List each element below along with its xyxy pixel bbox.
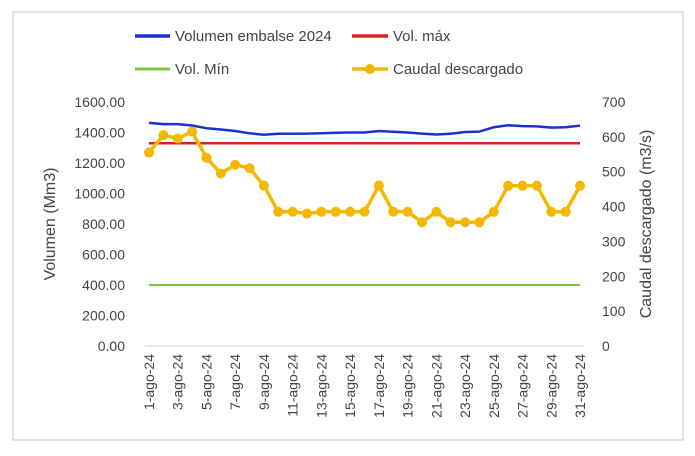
data-point-caudal [531, 180, 542, 191]
legend-label-caudal: Caudal descargado [393, 61, 523, 78]
x-tick-label: 11-ago-24 [285, 354, 301, 417]
data-point-caudal [244, 163, 255, 174]
y-left-tick-label: 400.00 [82, 277, 125, 293]
data-point-caudal [359, 206, 370, 217]
data-point-caudal [345, 206, 356, 217]
y-left-tick-label: 800.00 [82, 216, 125, 232]
x-tick-label: 23-ago-24 [457, 354, 473, 418]
x-tick-label: 7-ago-24 [227, 354, 243, 410]
data-point-caudal [201, 152, 212, 163]
x-tick-label: 1-ago-24 [141, 354, 157, 410]
y-axis-left-label: Volumen (Mm3) [42, 168, 59, 281]
y-right-tick-label: 500 [602, 164, 626, 180]
data-point-caudal [402, 206, 413, 217]
y-left-tick-label: 200.00 [82, 308, 125, 324]
data-point-caudal [258, 180, 269, 191]
data-point-caudal [503, 180, 514, 191]
legend-item-volumen: Volumen embalse 2024 [135, 28, 332, 45]
data-point-caudal [431, 206, 442, 217]
x-tick-label: 9-ago-24 [256, 354, 272, 410]
data-point-caudal [215, 168, 226, 179]
x-tick-label: 27-ago-24 [515, 354, 531, 418]
legend: Volumen embalse 2024 Vol. máx Vol. Mín C… [135, 28, 523, 78]
x-tick-label: 17-ago-24 [371, 354, 387, 418]
chart-border [12, 11, 684, 441]
y-right-tick-label: 300 [602, 233, 626, 249]
data-point-caudal [287, 206, 298, 217]
y-right-tick-label: 700 [602, 94, 626, 110]
data-point-caudal [445, 217, 456, 228]
legend-item-vol-max: Vol. máx [352, 28, 451, 45]
data-point-caudal [316, 206, 327, 217]
legend-item-vol-min: Vol. Mín [135, 61, 229, 78]
data-point-caudal [517, 180, 528, 191]
y-right-tick-label: 400 [602, 199, 626, 215]
x-tick-label: 5-ago-24 [198, 354, 214, 410]
x-tick-label: 19-ago-24 [400, 354, 416, 418]
x-tick-label: 29-ago-24 [543, 354, 559, 418]
data-point-caudal [416, 217, 427, 228]
y-right-tick-label: 200 [602, 268, 626, 284]
y-right-tick-label: 600 [602, 129, 626, 145]
data-point-caudal [575, 180, 585, 191]
data-point-caudal [187, 126, 198, 137]
data-point-caudal [172, 133, 183, 144]
y-left-tick-label: 1600.00 [74, 94, 125, 110]
x-tick-label: 31-ago-24 [572, 354, 588, 418]
legend-item-caudal: Caudal descargado [352, 61, 523, 78]
data-point-caudal [560, 206, 571, 217]
y-axis-right-label: Caudal descargado (m3/s) [638, 130, 655, 319]
data-point-caudal [546, 206, 557, 217]
data-point-caudal [158, 130, 169, 141]
x-tick-label: 13-ago-24 [313, 354, 329, 418]
legend-label-volumen: Volumen embalse 2024 [175, 28, 332, 45]
series-line-volumen [148, 121, 581, 137]
x-tick-label: 3-ago-24 [170, 354, 186, 410]
y-left-tick-label: 1000.00 [74, 186, 125, 202]
x-tick-label: 15-ago-24 [342, 354, 358, 418]
x-tick-label: 25-ago-24 [486, 354, 502, 418]
data-point-caudal [330, 206, 341, 217]
y-right-tick-label: 0 [602, 338, 610, 354]
data-point-caudal [144, 147, 154, 158]
data-point-caudal [488, 206, 499, 217]
y-left-tick-label: 600.00 [82, 247, 125, 263]
y-left-tick-label: 0.00 [98, 338, 125, 354]
data-point-caudal [302, 208, 313, 219]
y-right-tick-label: 100 [602, 303, 626, 319]
plot-area: 0.00 200.00 400.00 600.00 800.00 1000.00 1200.… [74, 94, 625, 418]
data-point-caudal [230, 159, 241, 170]
data-point-caudal [388, 206, 399, 217]
x-tick-label: 21-ago-24 [428, 354, 444, 418]
data-point-caudal [460, 217, 471, 228]
legend-label-vol-max: Vol. máx [393, 28, 451, 45]
legend-label-vol-min: Vol. Mín [175, 61, 229, 78]
legend-marker-caudal [365, 64, 375, 74]
data-point-caudal [273, 206, 284, 217]
y-left-tick-label: 1400.00 [74, 125, 125, 141]
y-left-tick-label: 1200.00 [74, 155, 125, 171]
data-point-caudal [373, 180, 384, 191]
data-point-caudal [474, 217, 485, 228]
